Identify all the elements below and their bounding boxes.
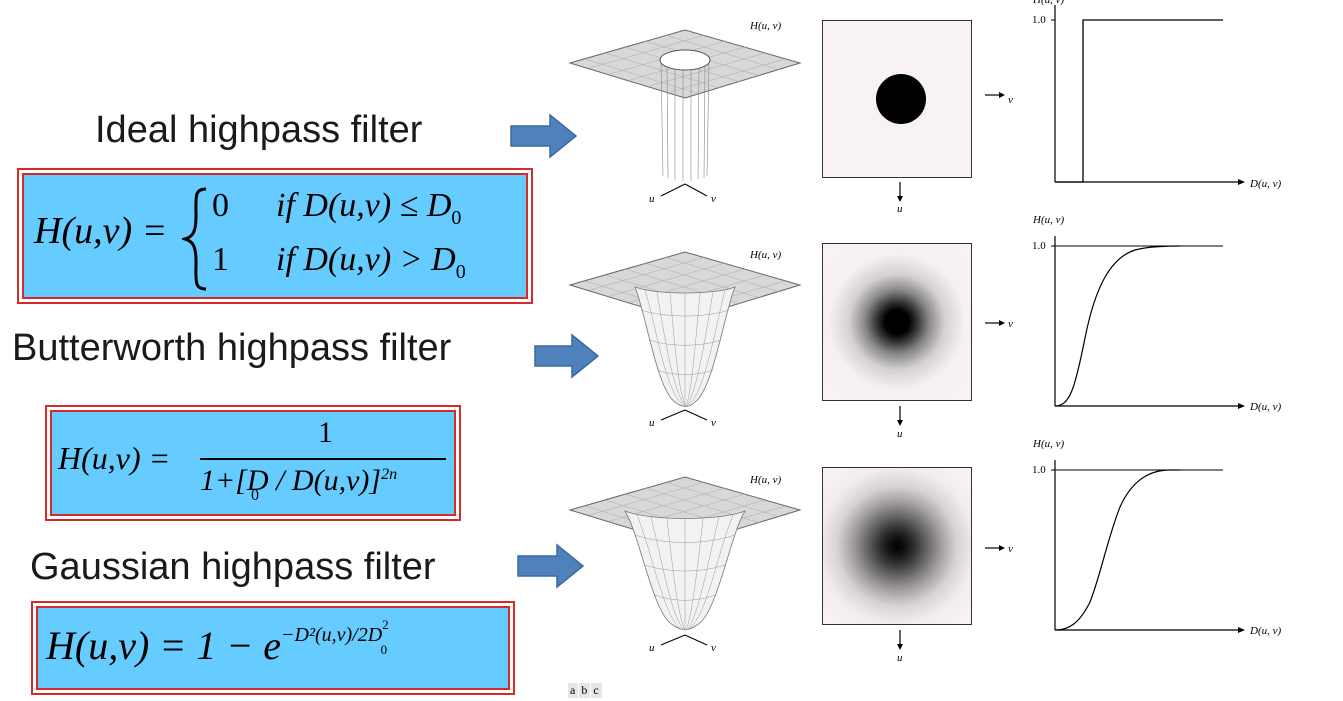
ideal-surface-v-label: v <box>711 193 716 205</box>
gaussian-formula-box: H(u,v) = 1 − e−D²(u,v)/2D20 <box>31 601 515 695</box>
gaussian-surface-plot: u v <box>568 476 802 654</box>
gaussian-surface-v-label: v <box>711 642 716 654</box>
ideal-surface-u-label: u <box>649 193 655 205</box>
gaussian-profile-D-label: D(u, v) <box>1250 625 1282 637</box>
gaussian-profile-plot <box>1051 460 1245 633</box>
subfigure-label-a: a <box>568 683 579 698</box>
fraction-bar <box>200 458 446 460</box>
gaussian-image-u-arrow-icon <box>897 630 903 650</box>
ideal-case-0-cond: if D(u,v) ≤ D0 <box>276 187 462 229</box>
gaussian-arrow-icon <box>517 543 585 589</box>
ideal-image-u-arrow-icon <box>897 182 903 202</box>
gaussian-surface-u-label: u <box>649 642 655 654</box>
gaussian-image-v-arrow-icon <box>985 545 1005 551</box>
ideal-surface-plot: u v <box>568 29 802 205</box>
ideal-image-u-label: u <box>897 203 903 215</box>
ideal-case-1-cond: if D(u,v) > D0 <box>276 241 466 283</box>
butterworth-arrow-icon <box>534 333 600 379</box>
gaussian-image-v-label: v <box>1008 543 1013 555</box>
butterworth-title: Butterworth highpass filter <box>12 327 452 369</box>
butterworth-profile-plot <box>1051 236 1245 409</box>
ideal-case-0-value: 0 <box>212 187 229 224</box>
butterworth-formula-box: H(u,v) = 1 1+[D / D(u,v)]2n 0 <box>45 405 461 521</box>
gaussian-title: Gaussian highpass filter <box>30 546 436 588</box>
butterworth-profile-D-label: D(u, v) <box>1250 401 1282 413</box>
butterworth-profile-one-label: 1.0 <box>1032 240 1046 252</box>
butterworth-image-u-arrow-icon <box>897 406 903 426</box>
subfigure-label-b: b <box>579 683 591 698</box>
ideal-profile-D-label: D(u, v) <box>1250 178 1282 190</box>
gaussian-image-u-label: u <box>897 652 903 664</box>
butterworth-surface-plot: u v <box>568 251 802 429</box>
subfigure-label-c: c <box>591 683 602 698</box>
ideal-filter-image <box>822 20 972 178</box>
butterworth-surface-u-label: u <box>649 417 655 429</box>
butterworth-formula-num: 1 <box>318 416 333 449</box>
ideal-formula-lhs: H(u,v) = <box>34 210 168 252</box>
ideal-title: Ideal highpass filter <box>95 109 423 151</box>
butterworth-image-u-label: u <box>897 428 903 440</box>
butterworth-formula-lhs: H(u,v) = <box>58 440 171 476</box>
butterworth-d0-subscript: 0 <box>251 487 259 504</box>
ideal-profile-H-label: H(u, v) <box>1033 0 1065 6</box>
butterworth-formula-den: 1+[D / D(u,v)]2n <box>200 464 398 497</box>
gaussian-profile-H-label: H(u, v) <box>1033 438 1065 450</box>
ideal-profile-plot <box>1051 5 1245 185</box>
butterworth-image-v-label: v <box>1008 318 1013 330</box>
butterworth-surface-v-label: v <box>711 417 716 429</box>
butterworth-filter-image <box>822 243 972 401</box>
ideal-arrow-icon <box>510 113 578 159</box>
gaussian-filter-image <box>822 467 972 625</box>
ideal-image-v-arrow-icon <box>985 92 1005 98</box>
ideal-image-v-label: v <box>1008 94 1013 106</box>
brace-icon <box>182 187 207 291</box>
ideal-filter-dark-disk <box>876 74 926 124</box>
butterworth-profile-H-label: H(u, v) <box>1033 214 1065 226</box>
gaussian-surface-H-label: H(u, v) <box>750 474 782 486</box>
gaussian-profile-one-label: 1.0 <box>1032 464 1046 476</box>
ideal-formula-box: H(u,v) = 0 if D(u,v) ≤ D0 1 if D(u,v) > … <box>17 168 533 304</box>
butterworth-surface-H-label: H(u, v) <box>750 249 782 261</box>
butterworth-image-v-arrow-icon <box>985 320 1005 326</box>
ideal-case-1-value: 1 <box>212 241 229 278</box>
ideal-surface-H-label: H(u, v) <box>750 20 782 32</box>
ideal-profile-one-label: 1.0 <box>1032 14 1046 26</box>
gaussian-formula: H(u,v) = 1 − e−D²(u,v)/2D20 <box>46 616 389 668</box>
